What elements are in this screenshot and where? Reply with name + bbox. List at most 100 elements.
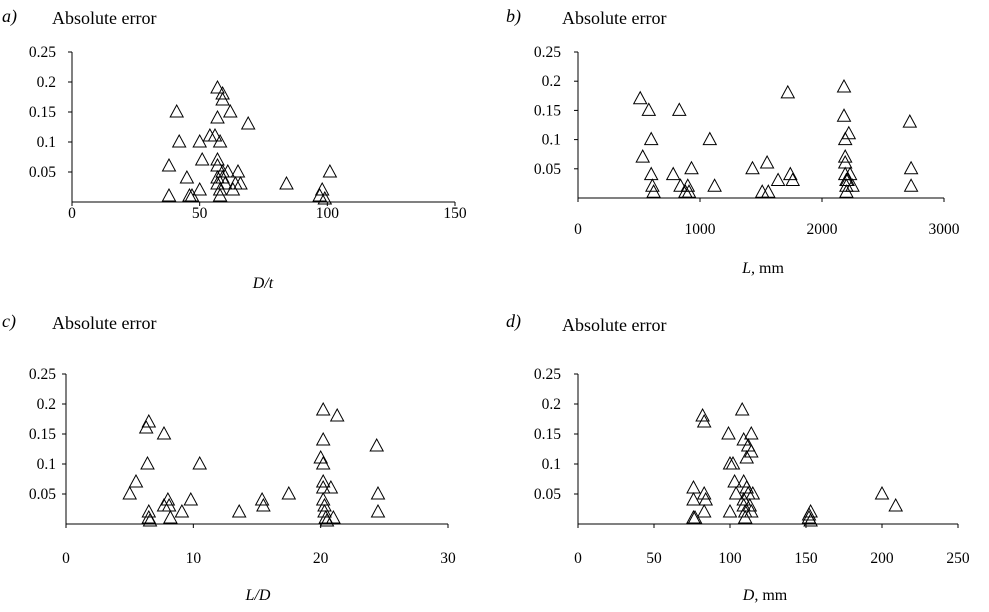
data-point-triangle — [212, 187, 228, 202]
data-point-triangle — [256, 497, 271, 512]
y-tick-label: 0.25 — [29, 366, 56, 383]
data-point-triangle — [160, 491, 176, 506]
x-tick-label: 150 — [794, 550, 818, 567]
y-tick-label: 0.1 — [542, 132, 561, 149]
data-point-triangle — [721, 425, 736, 440]
y-tick-label: 0.15 — [29, 104, 56, 121]
x-axis-label-unit: mm — [758, 587, 787, 604]
y-tick-label: 0.05 — [534, 161, 561, 178]
chart-title: Absolute error — [562, 315, 666, 335]
data-point-triangle — [742, 497, 758, 512]
x-axis-label-main: L/D — [245, 587, 271, 604]
x-axis-label-main: D, — [742, 587, 759, 604]
panel-label: d) — [506, 311, 521, 332]
data-point-triangle — [780, 84, 796, 99]
data-point-triangle — [370, 485, 386, 500]
data-point-triangle — [194, 151, 210, 166]
x-tick-label: 0 — [574, 550, 582, 567]
data-point-triangle — [161, 157, 177, 172]
y-tick-label: 0.1 — [37, 134, 56, 151]
x-tick-label: 100 — [718, 550, 742, 567]
data-point-triangle — [707, 178, 722, 192]
data-point-triangle — [329, 407, 345, 422]
data-point-triangle — [281, 485, 297, 500]
y-tick-label: 0.05 — [534, 486, 561, 503]
data-point-triangle — [671, 102, 687, 116]
data-point-triangle — [836, 78, 852, 93]
data-point-triangle — [888, 497, 904, 512]
data-point-triangle — [727, 473, 742, 488]
data-point-triangle — [210, 79, 225, 94]
data-point-triangle — [315, 431, 331, 446]
data-point-triangle — [207, 127, 223, 142]
y-tick-label: 0.2 — [542, 73, 561, 90]
y-tick-label: 0.2 — [37, 396, 56, 413]
chart-title: Absolute error — [52, 313, 156, 333]
data-point-triangle — [681, 184, 697, 198]
data-point-triangle — [745, 485, 761, 500]
data-point-triangle — [760, 184, 776, 198]
data-point-triangle — [754, 184, 770, 198]
data-point-triangle — [222, 103, 238, 118]
data-point-triangle — [646, 184, 661, 198]
data-point-triangle — [698, 491, 714, 506]
y-tick-label: 0.25 — [29, 44, 56, 61]
y-tick-label: 0.15 — [534, 102, 561, 119]
data-point-triangle — [215, 85, 230, 100]
x-tick-label: 10 — [186, 550, 202, 567]
data-point-triangle — [317, 190, 333, 205]
data-point-triangle — [803, 512, 818, 527]
data-point-triangle — [803, 503, 818, 518]
data-point-triangle — [210, 151, 225, 166]
x-tick-label: 50 — [192, 205, 208, 222]
data-point-triangle — [745, 160, 760, 175]
x-tick-label: 1000 — [685, 221, 716, 238]
data-point-triangle — [696, 413, 712, 428]
chart-title: Absolute error — [562, 8, 666, 28]
x-axis-label: L/D — [245, 587, 271, 604]
data-point-triangle — [161, 187, 177, 202]
y-tick-label: 0.05 — [29, 486, 56, 503]
data-point-triangle — [837, 149, 853, 163]
data-point-triangle — [230, 163, 246, 178]
x-tick-label: 0 — [68, 205, 76, 222]
data-point-triangle — [314, 181, 330, 196]
x-tick-label: 0 — [574, 221, 582, 238]
data-point-triangle — [326, 509, 341, 524]
data-point-triangle — [317, 497, 332, 512]
panel-c: c) Absolute error L/D 0.05 0.1 0.15 0.2 0.25… — [2, 311, 456, 604]
data-point-triangle — [174, 503, 190, 518]
data-point-triangle — [171, 133, 187, 148]
data-point-triangle — [841, 125, 857, 140]
data-point-triangle — [315, 473, 331, 488]
panel-d: d) Absolute error D, mm 0.05 0.1 0.15 0.2 0.… — [506, 311, 970, 604]
data-point-triangle — [370, 503, 386, 518]
data-point-triangle — [315, 401, 331, 416]
data-point-triangle — [192, 455, 208, 470]
x-tick-label: 250 — [946, 550, 970, 567]
data-point-triangle — [210, 109, 225, 124]
svg-text:D, mm: D, mm — [742, 587, 788, 604]
y-tick-label: 0.2 — [37, 74, 56, 91]
data-point-triangle — [641, 102, 657, 116]
y-tick-label: 0.1 — [542, 456, 561, 473]
data-point-triangle — [743, 443, 759, 458]
data-point-triangle — [734, 401, 750, 416]
data-point-triangle — [836, 108, 852, 122]
panel-a: a) Absolute error D/t 0.05 0.1 0.15 0.2 0.25… — [2, 6, 467, 292]
data-point-triangle — [161, 497, 177, 512]
data-point-triangle — [739, 479, 755, 494]
chart-title: Absolute error — [52, 8, 156, 28]
data-point-triangle — [369, 437, 385, 452]
x-tick-label: 50 — [646, 550, 662, 567]
data-point-triangle — [725, 455, 741, 470]
data-point-triangle — [736, 473, 752, 488]
x-axis-label-unit: mm — [755, 260, 784, 277]
data-point-triangle — [212, 133, 228, 148]
svg-text:L/D: L/D — [245, 587, 271, 604]
panel-label: b) — [506, 6, 521, 27]
y-tick-label: 0.1 — [37, 456, 56, 473]
data-point-triangle — [695, 407, 710, 422]
panel-b: b) Absolute error L, mm 0.05 0.1 0.15 0.2 0.… — [506, 6, 960, 277]
data-point-triangle — [122, 485, 138, 500]
